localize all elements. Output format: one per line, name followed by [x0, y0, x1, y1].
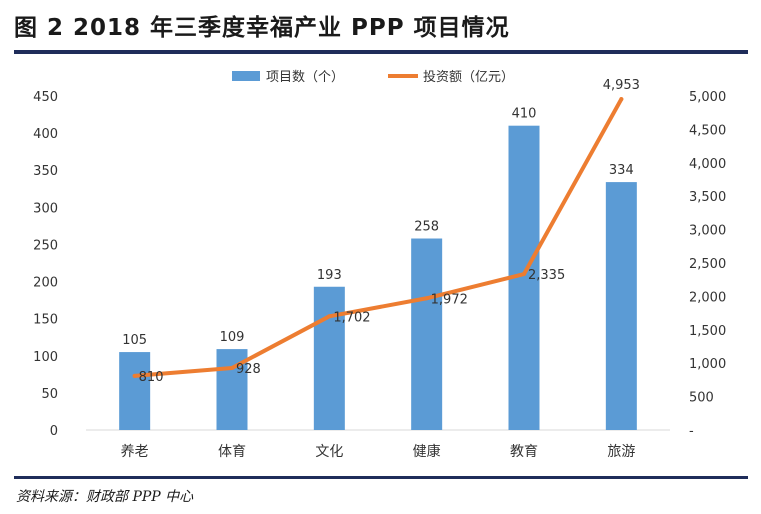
right-tick-label: 1,500 [689, 324, 726, 339]
bar-value-label: 109 [220, 330, 245, 345]
right-tick-label: 4,500 [689, 123, 726, 138]
right-tick-label: 3,000 [689, 224, 726, 239]
bar-value-label: 334 [609, 163, 634, 178]
left-axis: 0 50 100 150 200 250 300 350 400 450 [33, 90, 58, 439]
right-tick-label: 5,000 [689, 90, 726, 105]
left-tick-label: 200 [33, 276, 58, 291]
bar-文化 [313, 286, 345, 430]
footer-divider [14, 476, 748, 479]
left-tick-label: 0 [50, 424, 58, 439]
line-series [132, 97, 624, 378]
left-tick-label: 450 [33, 90, 58, 105]
title-divider [14, 50, 748, 54]
x-category-label: 健康 [413, 443, 441, 460]
right-axis: - 500 1,000 1,500 2,000 2,500 3,000 3,500 4,000 4… [689, 90, 726, 439]
x-axis: 养老 体育 文化 健康 教育 旅游 [121, 443, 636, 460]
x-category-label: 文化 [315, 444, 343, 460]
line-point-体育 [230, 366, 234, 371]
left-tick-label: 100 [33, 350, 58, 365]
line-point-旅游 [619, 97, 624, 102]
line-point-养老 [132, 373, 137, 378]
x-category-label: 旅游 [607, 444, 635, 460]
line-point-文化 [327, 314, 332, 319]
line-value-label: 2,335 [528, 268, 565, 283]
bar-value-label: 410 [512, 107, 537, 122]
bar-series [119, 125, 637, 430]
line-data-labels: 810 928 1,702 1,972 2,335 4,953 [139, 78, 640, 385]
right-tick-label: - [689, 424, 694, 439]
line-value-label: 810 [139, 370, 164, 385]
chart-legend: 项目数（个） 投资额（亿元） [232, 69, 514, 85]
x-category-label: 体育 [218, 444, 246, 460]
left-tick-label: 400 [33, 127, 58, 142]
line-value-label: 928 [236, 362, 261, 377]
right-tick-label: 2,000 [689, 290, 726, 305]
right-tick-label: 3,500 [689, 190, 726, 205]
bar-value-label: 193 [317, 268, 342, 283]
right-tick-label: 1,000 [689, 357, 726, 372]
left-tick-label: 250 [33, 238, 58, 253]
right-tick-label: 500 [689, 391, 714, 406]
source-note: 资料来源：财政部 PPP 中心 [16, 489, 194, 505]
legend-swatch-bar [232, 71, 260, 81]
left-tick-label: 350 [33, 164, 58, 179]
line-point-教育 [522, 272, 526, 277]
bar-line-chart: 项目数（个） 投资额（亿元） 0 50 100 150 200 250 300 350 400 45… [33, 69, 726, 460]
bar-data-labels: 105 109 193 258 410 334 [122, 107, 633, 348]
line-value-label: 4,953 [603, 78, 640, 93]
bar-健康 [411, 238, 443, 430]
left-tick-label: 150 [33, 313, 58, 328]
right-tick-label: 4,000 [689, 157, 726, 172]
left-tick-label: 300 [33, 201, 58, 216]
bar-value-label: 105 [122, 333, 147, 348]
bar-养老 [119, 352, 151, 430]
legend-label-investment: 投资额（亿元） [423, 69, 514, 85]
line-value-label: 1,702 [333, 310, 370, 325]
legend-label-projects: 项目数（个） [266, 70, 344, 85]
bar-value-label: 258 [414, 220, 439, 235]
line-value-label: 1,972 [431, 292, 468, 307]
x-category-label: 教育 [510, 444, 538, 460]
bar-旅游 [605, 182, 637, 430]
line-point-健康 [424, 296, 429, 301]
page-title: 图 2 2018 年三季度幸福产业 PPP 项目情况 [14, 15, 510, 41]
left-tick-label: 50 [41, 387, 58, 402]
right-tick-label: 2,500 [689, 257, 726, 272]
x-category-label: 养老 [121, 444, 149, 460]
investment-line [132, 97, 624, 378]
